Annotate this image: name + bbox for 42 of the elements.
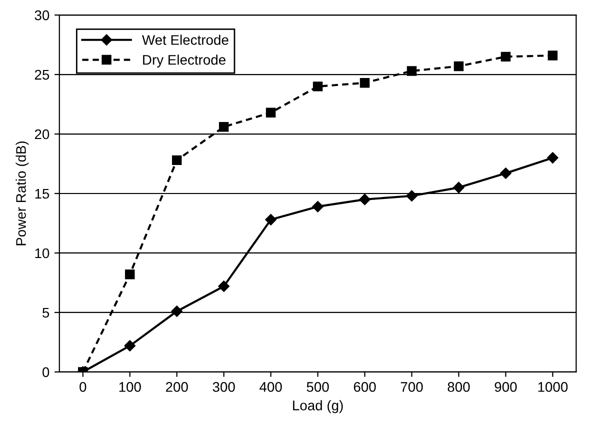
- y-tick-label: 15: [35, 188, 50, 199]
- x-axis-title: Load (g): [293, 400, 343, 414]
- x-tick-label: 100: [119, 382, 141, 392]
- x-tick-label: 1000: [538, 382, 568, 392]
- point: [171, 306, 182, 317]
- point: [454, 61, 464, 72]
- point: [406, 66, 417, 76]
- point: [500, 168, 512, 179]
- point: [406, 190, 418, 202]
- point: [312, 200, 324, 212]
- x-tick-label: 200: [166, 382, 188, 392]
- point: [172, 155, 182, 166]
- point: [218, 280, 230, 292]
- y-tick-label: 10: [35, 248, 50, 258]
- y-axis-title: Power Ratio (dB): [16, 141, 29, 246]
- point: [548, 50, 558, 60]
- point: [218, 122, 229, 132]
- x-tick-label: 800: [448, 382, 470, 392]
- y-tick-label: 20: [34, 129, 50, 140]
- point: [265, 214, 276, 226]
- y-tick-label: 30: [34, 10, 50, 20]
- legend-label: Dry Electrode: [143, 54, 226, 68]
- x-tick-label: 600: [354, 382, 376, 392]
- x-tick-label: 900: [494, 382, 517, 392]
- x-tick-label: 300: [212, 382, 235, 392]
- x-tick-label: 0: [80, 382, 86, 392]
- point: [266, 108, 276, 118]
- point: [547, 152, 558, 164]
- point: [453, 182, 464, 194]
- point: [500, 52, 511, 62]
- point: [360, 78, 370, 88]
- x-tick-label: 500: [306, 382, 329, 392]
- x-tick-label: 400: [260, 382, 282, 392]
- point: [312, 82, 323, 92]
- legend-label: Wet Electrode: [142, 34, 228, 45]
- point: [359, 194, 370, 206]
- point: [124, 340, 136, 352]
- x-tick-label: 700: [400, 382, 423, 392]
- y-tick-label: 5: [42, 308, 50, 318]
- point: [125, 270, 135, 280]
- y-tick-label: 0: [42, 367, 50, 378]
- y-tick-label: 25: [34, 70, 50, 80]
